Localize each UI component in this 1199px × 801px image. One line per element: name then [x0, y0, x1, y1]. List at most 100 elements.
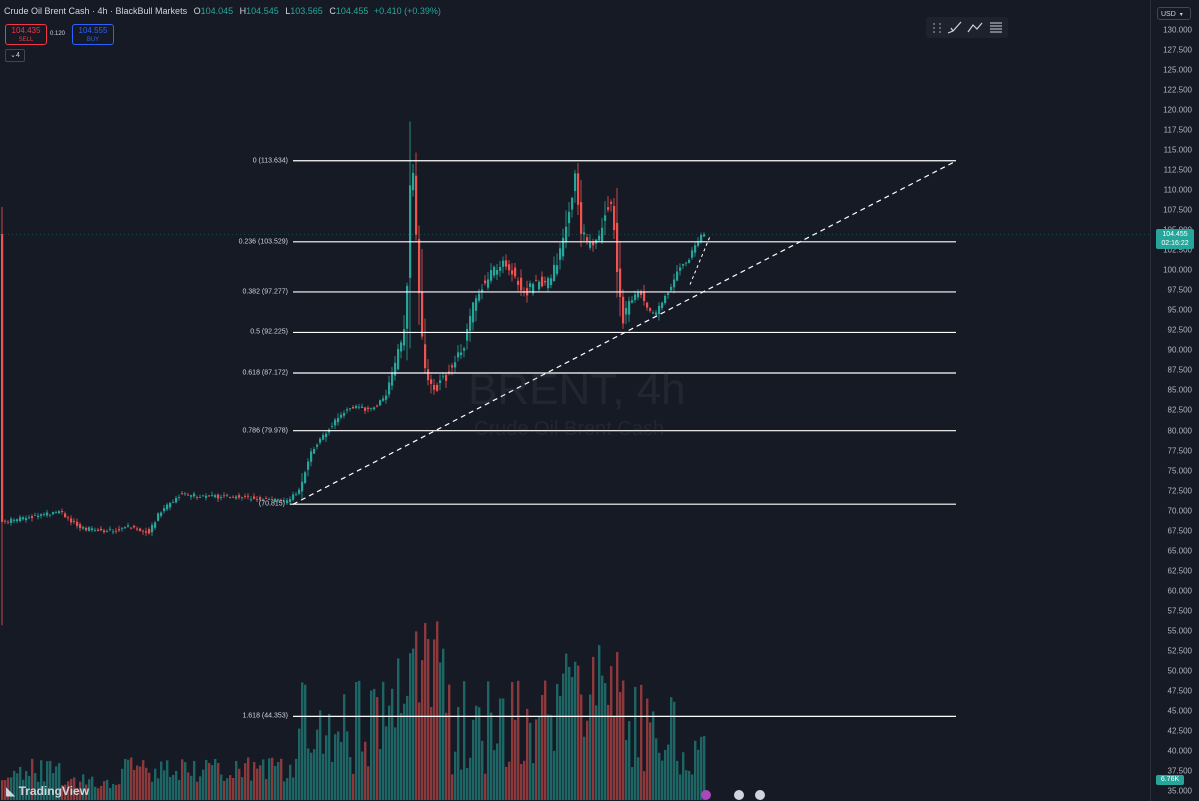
- volume-bar: [580, 694, 583, 800]
- candle-body: [34, 514, 37, 516]
- volume-bar: [397, 658, 400, 800]
- fib-level-label: (70.815): [258, 500, 285, 508]
- volume-bar: [430, 707, 433, 800]
- candle-body: [160, 512, 163, 516]
- volume-bar: [346, 731, 349, 800]
- volume-bar: [205, 759, 208, 800]
- candle-body: [10, 518, 13, 523]
- price-tick: 110.000: [1163, 185, 1192, 195]
- candle-body: [508, 264, 511, 271]
- volume-bar: [664, 750, 667, 800]
- high-label: H: [239, 6, 247, 16]
- candle-body: [4, 520, 7, 522]
- volume-bar: [13, 770, 16, 800]
- volume-bar: [373, 688, 376, 800]
- high-value: 104.545: [246, 6, 279, 16]
- candle-body: [295, 494, 298, 496]
- volume-bar: [337, 731, 340, 800]
- volume-bar: [4, 780, 7, 800]
- spread-value: 0.120: [50, 31, 66, 37]
- open-label: O: [193, 6, 201, 16]
- volume-bar: [409, 653, 412, 800]
- candle-body: [379, 400, 382, 406]
- volume-bar: [334, 734, 337, 800]
- candle-body: [517, 280, 520, 285]
- candle-body: [415, 175, 418, 235]
- trend-line-icon[interactable]: [966, 19, 984, 36]
- volume-bar: [556, 683, 559, 800]
- flag-event-icon[interactable]: [734, 790, 744, 800]
- volume-bar: [418, 702, 421, 800]
- volume-bar: [439, 662, 442, 800]
- volume-bar: [52, 773, 55, 800]
- volume-bar: [496, 743, 499, 800]
- candle-body: [550, 278, 553, 286]
- volume-bar: [148, 772, 151, 800]
- volume-bar: [529, 722, 532, 800]
- fib-retracement-icon[interactable]: [987, 19, 1005, 36]
- candle-body: [436, 384, 439, 391]
- candle-body: [238, 495, 241, 498]
- candle-body: [289, 499, 292, 503]
- volume-bar: [364, 741, 367, 800]
- volume-bar: [277, 761, 280, 800]
- tradingview-logo[interactable]: ◣ TradingView: [6, 784, 89, 798]
- volume-bar: [493, 750, 496, 800]
- volume-bar: [349, 757, 352, 800]
- candle-body: [691, 250, 694, 258]
- sell-button[interactable]: 104.435 SELL: [5, 24, 47, 45]
- volume-bar: [382, 681, 385, 800]
- flag-event-icon-2[interactable]: [755, 790, 765, 800]
- symbol-title[interactable]: Crude Oil Brent Cash · 4h · BlackBull Ma…: [4, 6, 188, 16]
- buy-button[interactable]: 104.555 BUY: [72, 24, 114, 45]
- price-tick: 65.000: [1167, 546, 1192, 556]
- fib-level-label: 0.236 (103.529): [238, 238, 288, 246]
- volume-bar: [157, 778, 160, 800]
- price-chart[interactable]: [0, 0, 1150, 801]
- volume-bar: [121, 768, 124, 800]
- volume-bar: [259, 765, 262, 800]
- volume-bar: [631, 767, 634, 800]
- indicators-count: 4: [15, 52, 20, 59]
- candle-body: [124, 527, 127, 529]
- volume-bar: [133, 769, 136, 800]
- candle-body: [529, 283, 532, 287]
- flash-event-icon[interactable]: [701, 790, 711, 800]
- candle-body: [67, 517, 70, 519]
- price-tick: 55.000: [1167, 626, 1192, 636]
- volume-bar: [499, 698, 502, 800]
- candle-body: [85, 527, 88, 531]
- volume-bar: [622, 680, 625, 800]
- candle-body: [193, 493, 196, 497]
- candle-body: [619, 268, 622, 297]
- candle-body: [553, 264, 556, 282]
- candle-body: [598, 235, 601, 241]
- candle-body: [478, 293, 481, 301]
- candle-body: [40, 514, 43, 516]
- volume-bar: [685, 770, 688, 800]
- volume-bar: [604, 683, 607, 800]
- trendline: [292, 160, 957, 505]
- volume-bar: [454, 751, 457, 800]
- volume-bar: [256, 768, 259, 800]
- candle-body: [637, 291, 640, 298]
- indicators-toggle[interactable]: ⌄4: [5, 49, 25, 62]
- volume-bar: [538, 716, 541, 800]
- brush-icon[interactable]: [946, 19, 964, 36]
- volume-bar: [700, 736, 703, 800]
- volume-bar: [34, 773, 37, 800]
- candle-body: [697, 242, 700, 246]
- price-axis[interactable]: 130.000 127.500 125.000 122.500 120.000 117.5…: [1150, 0, 1199, 801]
- drag-handle-icon[interactable]: [928, 19, 946, 36]
- volume-bar: [673, 701, 676, 800]
- volume-bar: [211, 765, 214, 800]
- candle-body: [574, 173, 577, 192]
- volume-bar: [523, 760, 526, 800]
- currency-selector[interactable]: USD ▾: [1157, 7, 1191, 20]
- candle-body: [556, 265, 559, 274]
- candle-body: [592, 242, 595, 246]
- candle-body: [82, 527, 85, 529]
- candle-body: [28, 517, 31, 519]
- volume-bar: [655, 738, 658, 800]
- volume-bar: [319, 710, 322, 800]
